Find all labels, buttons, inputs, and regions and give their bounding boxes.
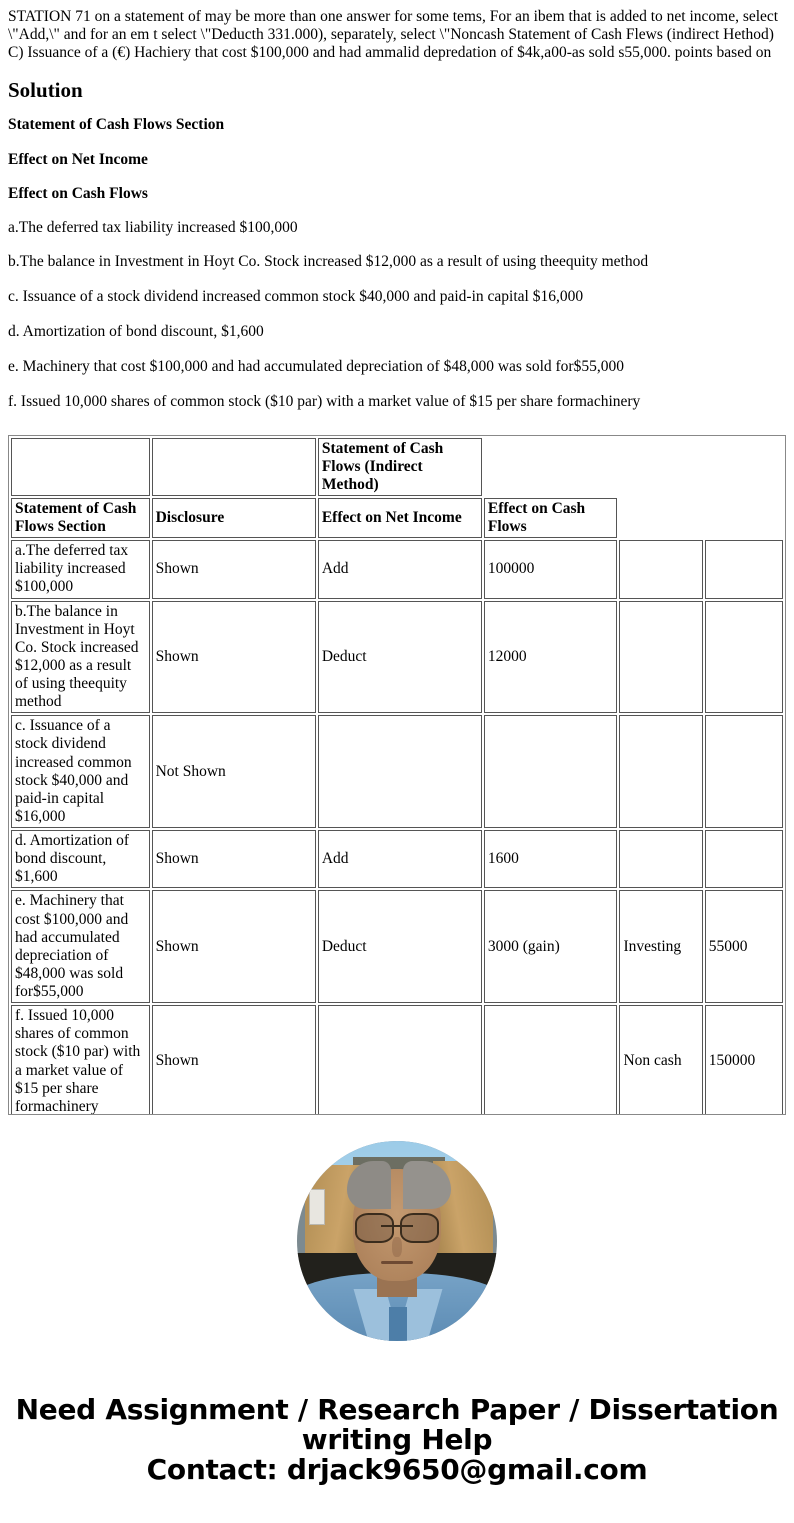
cash-flows-table: Statement of Cash Flows (Indirect Method… <box>9 436 785 1114</box>
super-header-cell-indirect-method: Statement of Cash Flows (Indirect Method… <box>317 437 482 496</box>
cell-disclosure: Shown <box>151 600 316 714</box>
list-item: b.The balance in Investment in Hoyt Co. … <box>8 253 649 271</box>
column-header-section: Statement of Cash Flows Section <box>11 497 150 539</box>
list-item: a.The deferred tax liability increased $… <box>8 218 298 236</box>
super-header-cell-blank-2 <box>151 437 316 496</box>
column-header-effect-cash-flows: Effect on Cash Flows <box>483 497 618 539</box>
super-header-cell-blank-3 <box>483 437 783 496</box>
cell-disclosure: Shown <box>151 890 316 1004</box>
cell-disclosure: Shown <box>151 830 316 889</box>
table-row: d. Amortization of bond discount, $1,600… <box>11 830 783 889</box>
cash-flows-table-container: Statement of Cash Flows (Indirect Method… <box>8 434 786 1115</box>
column-header-effect-net-income: Effect on Net Income <box>317 497 482 539</box>
subheading-effect-on-cash-flows: Effect on Cash Flows <box>8 184 148 202</box>
list-item: f. Issued 10,000 shares of common stock … <box>8 392 641 410</box>
footer-line-2: writing Help <box>301 1422 493 1456</box>
cell-description: f. Issued 10,000 shares of common stock … <box>11 1005 150 1114</box>
table-row: c. Issuance of a stock dividend increase… <box>11 715 783 828</box>
avatar-container <box>8 1140 786 1341</box>
cell-effect-net-income: Add <box>317 540 482 599</box>
avatar-tie <box>389 1306 407 1341</box>
cell-section <box>619 540 703 599</box>
avatar <box>297 1140 497 1341</box>
page-title: Solution <box>8 78 83 103</box>
cell-amount-net-income: 12000 <box>483 600 618 714</box>
table-row: f. Issued 10,000 shares of common stock … <box>11 1005 783 1114</box>
super-header-cell-blank-1 <box>11 437 150 496</box>
column-header-disclosure: Disclosure <box>151 497 316 539</box>
cell-section: Investing <box>619 890 703 1004</box>
avatar-glasses-bridge <box>381 1224 413 1227</box>
avatar-mouth <box>381 1260 413 1264</box>
column-header-blank <box>619 497 783 539</box>
cell-description: d. Amortization of bond discount, $1,600 <box>11 830 150 889</box>
avatar-glasses-icon <box>355 1212 439 1243</box>
table-row: a.The deferred tax liability increased $… <box>11 540 783 599</box>
footer-line-1: Need Assignment / Research Paper / Disse… <box>15 1392 779 1426</box>
avatar-background-switch <box>309 1188 325 1225</box>
subheading-statement-of-cash-flows-section: Statement of Cash Flows Section <box>8 116 225 134</box>
cell-amount-net-income: 1600 <box>483 830 618 889</box>
avatar-lens-left <box>355 1212 395 1243</box>
table-super-header-row: Statement of Cash Flows (Indirect Method… <box>11 437 783 496</box>
cell-description: c. Issuance of a stock dividend increase… <box>11 715 150 828</box>
cell-amount-net-income <box>483 1005 618 1114</box>
intro-paragraph: STATION 71 on a statement of may be more… <box>8 8 779 61</box>
cell-description: b.The balance in Investment in Hoyt Co. … <box>11 600 150 714</box>
cell-section: Non cash <box>619 1005 703 1114</box>
list-item: e. Machinery that cost $100,000 and had … <box>8 357 624 375</box>
table-row: e. Machinery that cost $100,000 and had … <box>11 890 783 1004</box>
cell-section <box>619 600 703 714</box>
cell-section <box>619 830 703 889</box>
cell-disclosure: Shown <box>151 1005 316 1114</box>
table-row: b.The balance in Investment in Hoyt Co. … <box>11 600 783 714</box>
avatar-hair-left <box>347 1160 391 1209</box>
cell-description: e. Machinery that cost $100,000 and had … <box>11 890 150 1004</box>
list-item: d. Amortization of bond discount, $1,600 <box>8 323 264 341</box>
cell-amount-cash-flows: 150000 <box>704 1005 783 1114</box>
cell-effect-net-income <box>317 1005 482 1114</box>
footer-promo: Need Assignment / Research Paper / Disse… <box>8 1392 786 1515</box>
cell-amount-net-income <box>483 715 618 828</box>
cell-disclosure: Not Shown <box>151 715 316 828</box>
cell-amount-cash-flows <box>704 715 783 828</box>
avatar-nose <box>392 1236 402 1257</box>
cell-effect-net-income: Add <box>317 830 482 889</box>
table-header-row: Statement of Cash Flows Section Disclosu… <box>11 497 783 539</box>
cell-amount-net-income: 3000 (gain) <box>483 890 618 1004</box>
cell-effect-net-income: Deduct <box>317 600 482 714</box>
cell-amount-cash-flows <box>704 830 783 889</box>
cell-effect-net-income: Deduct <box>317 890 482 1004</box>
cell-amount-net-income: 100000 <box>483 540 618 599</box>
cell-disclosure: Shown <box>151 540 316 599</box>
cell-section <box>619 715 703 828</box>
cell-amount-cash-flows: 55000 <box>704 890 783 1004</box>
list-item: c. Issuance of a stock dividend increase… <box>8 288 584 306</box>
cell-description: a.The deferred tax liability increased $… <box>11 540 150 599</box>
subheading-effect-on-net-income: Effect on Net Income <box>8 150 148 168</box>
cell-effect-net-income <box>317 715 482 828</box>
cell-amount-cash-flows <box>704 540 783 599</box>
footer-contact-email: Contact: drjack9650@gmail.com <box>146 1452 648 1486</box>
avatar-lens-right <box>399 1212 439 1243</box>
cell-amount-cash-flows <box>704 600 783 714</box>
